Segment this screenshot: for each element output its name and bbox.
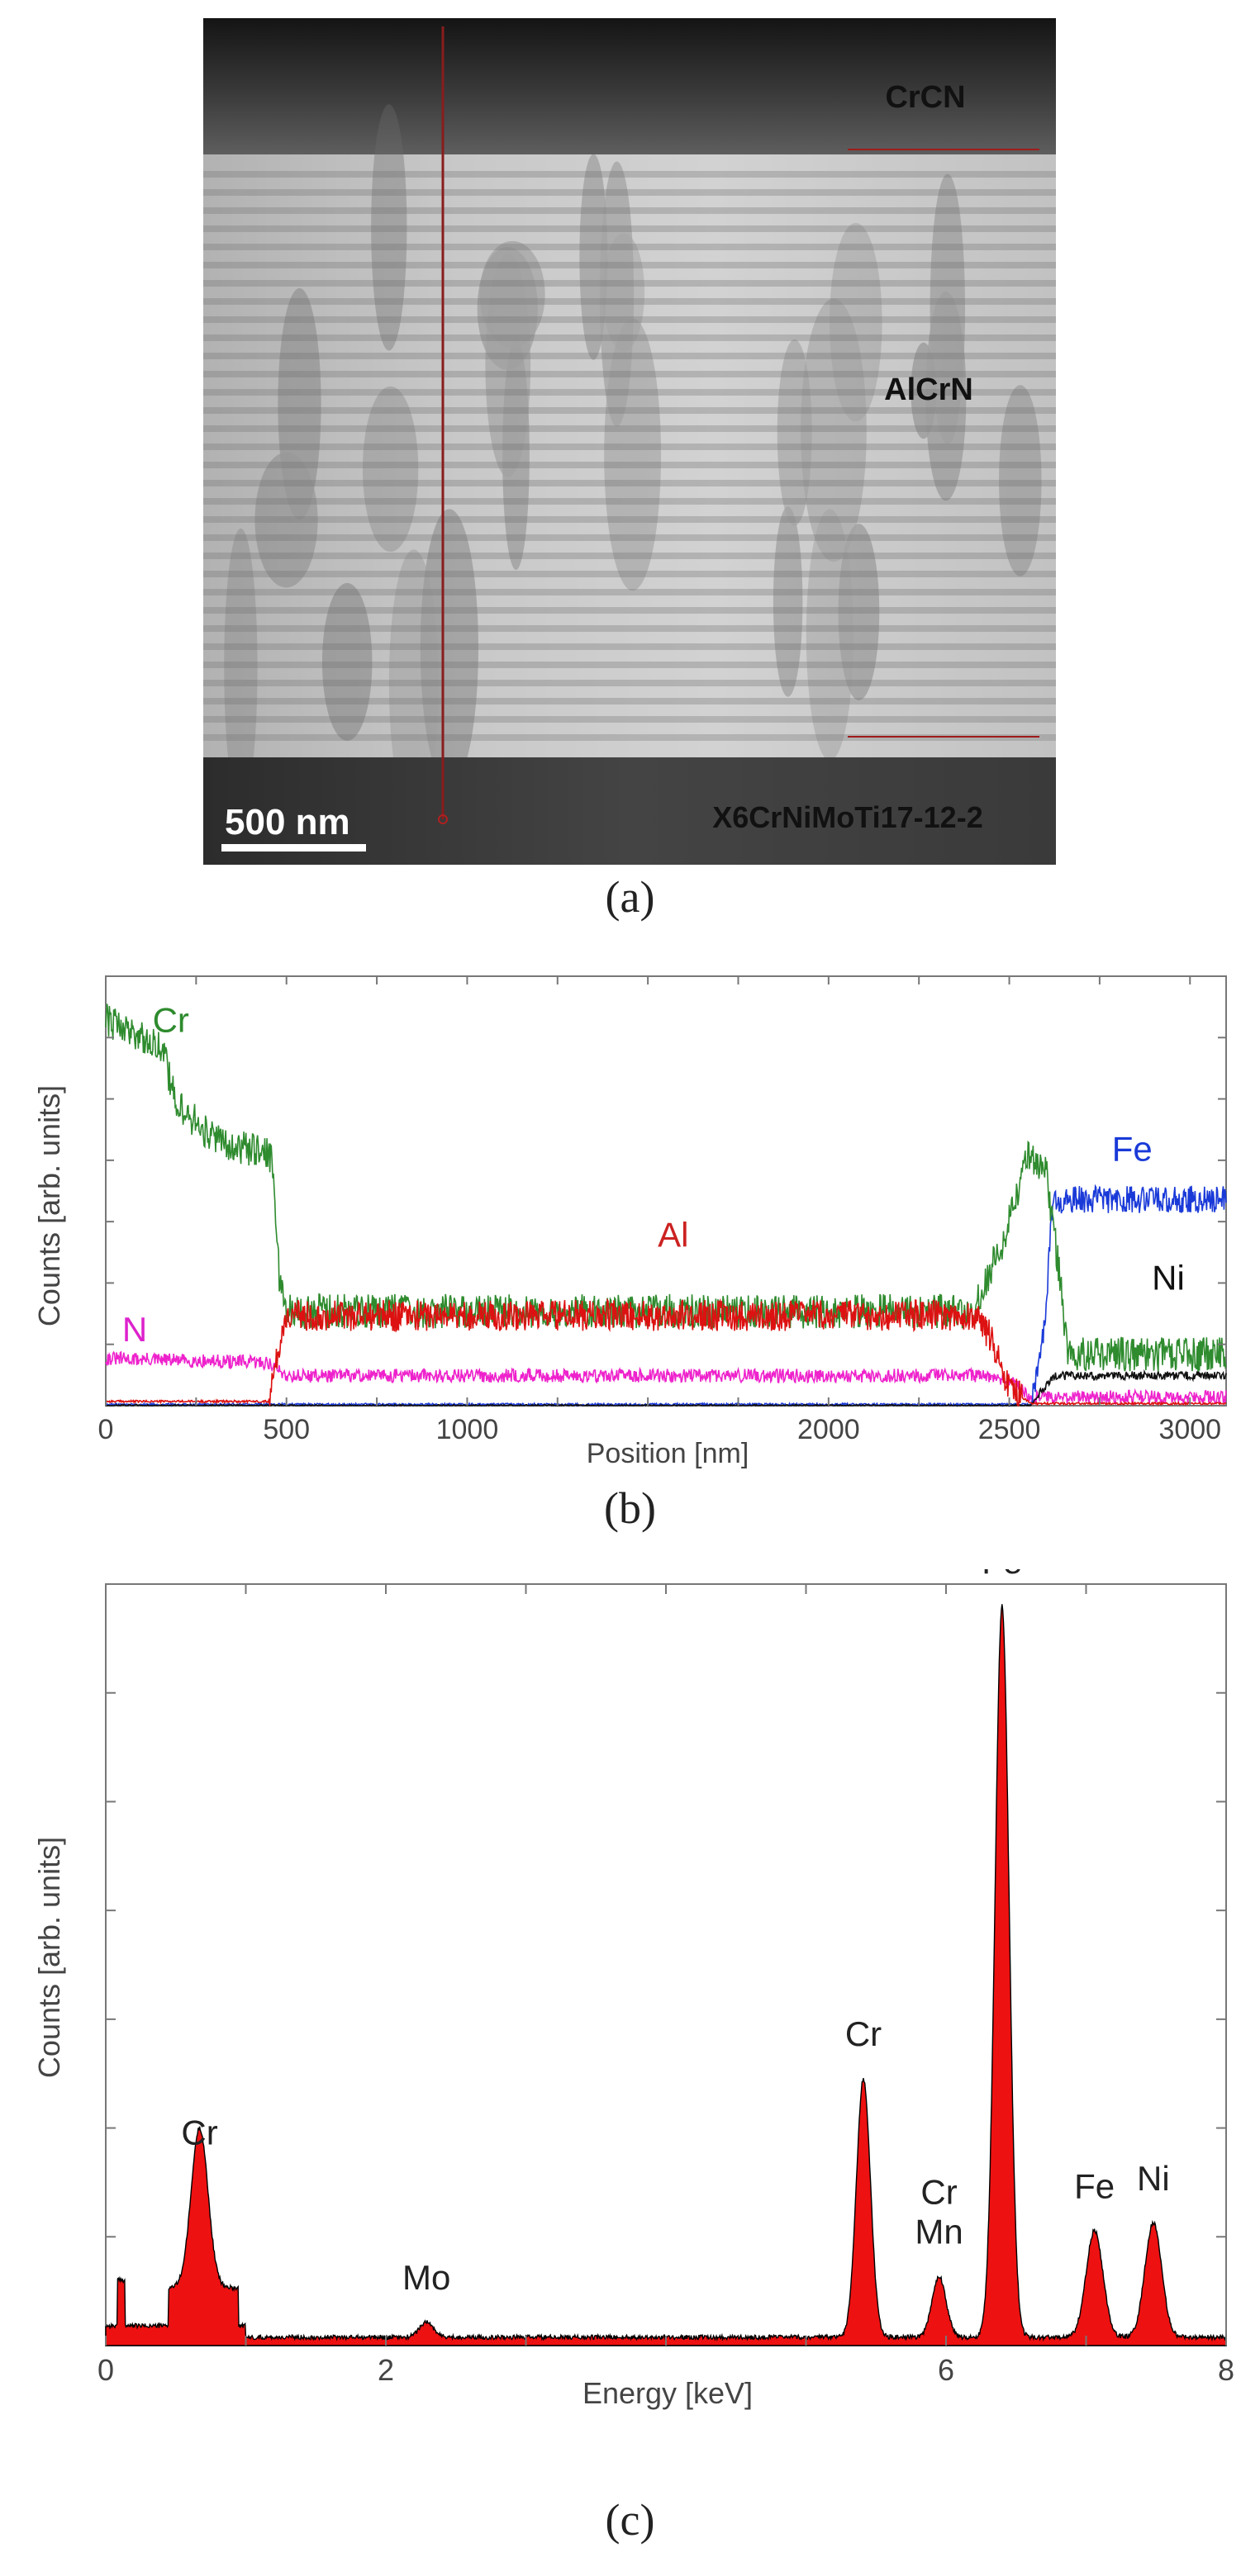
series-label-al: Al bbox=[658, 1216, 688, 1255]
caption-b: (b) bbox=[604, 1483, 656, 1533]
series-label-ni: Ni bbox=[1152, 1259, 1185, 1297]
chart-b-xlabel: Position [nm] bbox=[587, 1438, 749, 1469]
panel-a-micrograph: CrCN AlCrN X6CrNiMoTi17-12-2 500 nm bbox=[203, 18, 1056, 865]
x-tick-label: 2500 bbox=[978, 1414, 1041, 1445]
caption-a: (a) bbox=[605, 872, 655, 922]
layer-label-substrate: X6CrNiMoTi17-12-2 bbox=[712, 800, 982, 834]
x-tick-label: 1000 bbox=[436, 1414, 499, 1445]
peak-label-cr: Cr bbox=[845, 2014, 882, 2053]
x-tick-label: 3000 bbox=[1158, 1414, 1221, 1445]
x-tick-label: 8 bbox=[1218, 2353, 1234, 2387]
x-tick-label: 0 bbox=[97, 2353, 114, 2387]
x-tick-label: 500 bbox=[263, 1414, 310, 1445]
series-line-ni bbox=[106, 1369, 1227, 1407]
x-tick-label: 6 bbox=[938, 2353, 954, 2387]
x-tick-label: 2 bbox=[378, 2353, 394, 2387]
x-tick-label: 2000 bbox=[797, 1414, 860, 1445]
scale-bar-label: 500 nm bbox=[225, 802, 350, 842]
layer-label-alcrn: AlCrN bbox=[884, 372, 973, 407]
peak-label-cr-mn: Cr bbox=[920, 2173, 957, 2212]
peak-label-cr: Cr bbox=[181, 2113, 217, 2152]
series-line-fe bbox=[105, 1184, 1227, 1407]
series-label-fe: Fe bbox=[1112, 1130, 1153, 1169]
caption-c: (c) bbox=[605, 2495, 655, 2545]
series-line-al bbox=[106, 1297, 1227, 1407]
series-line-n bbox=[105, 1350, 1227, 1407]
peak-label-mo: Mo bbox=[402, 2258, 450, 2297]
x-tick-label: 0 bbox=[98, 1414, 114, 1445]
chart-b-ylabel: Counts [arb. units] bbox=[32, 1085, 66, 1326]
chart-c-ylabel: Counts [arb. units] bbox=[32, 1837, 66, 2078]
layer-label-crcn: CrCN bbox=[885, 80, 965, 115]
series-label-n: N bbox=[122, 1310, 147, 1349]
peak-label-cr-mn: Mn bbox=[915, 2213, 963, 2251]
peak-label-ni: Ni bbox=[1137, 2159, 1170, 2198]
scale-bar bbox=[221, 844, 366, 852]
series-label-cr: Cr bbox=[153, 1001, 189, 1040]
peak-label-fe: Fe bbox=[982, 1569, 1022, 1581]
series-line-cr bbox=[105, 1003, 1227, 1372]
peak-label-fe: Fe bbox=[1074, 2166, 1115, 2205]
panel-c-spectrum: Counts [arb. units] Energy [keV] 0 2 6 8CrM… bbox=[32, 1569, 1234, 2410]
panel-b-line-scan: Counts [arb. units] Position [nm] 0 500 10… bbox=[32, 975, 1227, 1469]
chart-c-xlabel: Energy [keV] bbox=[582, 2376, 753, 2410]
